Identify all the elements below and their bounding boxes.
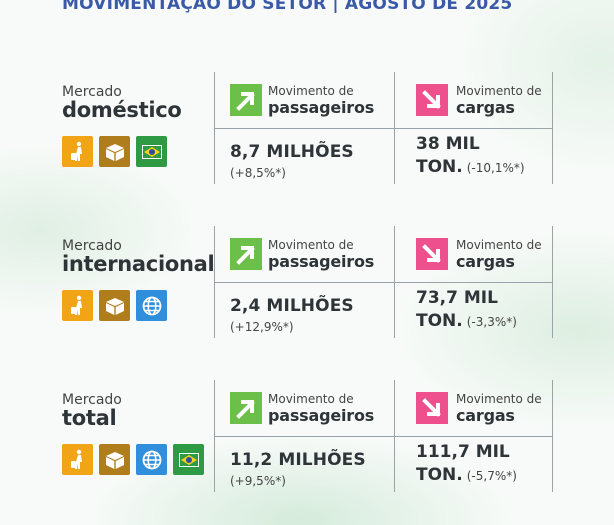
cargo-column: Movimento de cargas 111,7 MIL TON. (-5,7%… [394,380,552,492]
movement-label: Movimento de [268,84,354,98]
arrow-up-icon [230,238,262,270]
divider [214,436,552,437]
cargo-title: cargas [456,406,515,425]
market-label: Mercado [62,84,122,100]
arrow-down-icon [416,238,448,270]
market-icons [62,136,167,167]
brazil-flag-icon [136,136,167,167]
passengers-column: Movimento de passageiros 2,4 MILHÕES (+1… [214,226,394,338]
cargo-column: Movimento de cargas 73,7 MIL TON. (-3,3%*… [394,226,552,338]
arrow-up-icon [230,84,262,116]
passengers-column: Movimento de passageiros 8,7 MILHÕES (+8… [214,72,394,184]
passengers-title: passageiros [268,406,375,425]
passengers-value: 2,4 MILHÕES [230,296,354,316]
cargo-change: (-3,3%*) [466,315,517,329]
divider [214,282,552,283]
market-icons [62,290,167,321]
movement-label: Movimento de [268,392,354,406]
section-total: Mercado total Movimento de passageiros 1… [0,380,614,500]
arrow-down-icon [416,84,448,116]
market-label: Mercado [62,392,122,408]
cargo-unit-line: TON. (-10,1%*) [416,157,525,177]
passengers-change: (+9,5%*) [230,474,286,488]
cargo-unit: TON. [416,465,463,485]
market-icons [62,444,204,475]
divider [552,226,553,338]
passengers-value: 8,7 MILHÕES [230,142,354,162]
movement-label: Movimento de [268,238,354,252]
cargo-change: (-5,7%*) [466,469,517,483]
brazil-flag-icon [173,444,204,475]
passengers-column: Movimento de passageiros 11,2 MILHÕES (+… [214,380,394,492]
market-name: internacional [62,252,215,276]
divider [552,72,553,184]
arrow-up-icon [230,392,262,424]
page-header: MOVIMENTAÇÃO DO SETOR | AGOSTO DE 2025 [62,0,513,14]
cargo-unit: TON. [416,311,463,331]
cargo-title: cargas [456,98,515,117]
globe-icon [136,290,167,321]
passengers-value: 11,2 MILHÕES [230,450,366,470]
passenger-icon [62,290,93,321]
cargo-change: (-10,1%*) [466,161,525,175]
cargo-box-icon [99,290,130,321]
section-domestic: Mercado doméstico Movimento de passageir… [0,72,614,192]
passenger-icon [62,444,93,475]
cargo-unit-line: TON. (-3,3%*) [416,311,517,331]
arrow-down-icon [416,392,448,424]
cargo-value: 111,7 MIL [416,442,510,462]
passengers-title: passageiros [268,252,375,271]
passengers-title: passageiros [268,98,375,117]
globe-icon [136,444,167,475]
cargo-unit-line: TON. (-5,7%*) [416,465,517,485]
movement-label: Movimento de [456,84,542,98]
cargo-unit: TON. [416,157,463,177]
cargo-box-icon [99,444,130,475]
passenger-icon [62,136,93,167]
divider [214,128,552,129]
cargo-title: cargas [456,252,515,271]
market-label: Mercado [62,238,122,254]
cargo-value: 73,7 MIL [416,288,498,308]
passengers-change: (+12,9%*) [230,320,294,334]
cargo-column: Movimento de cargas 38 MIL TON. (-10,1%*) [394,72,552,184]
market-name: doméstico [62,98,182,122]
market-name: total [62,406,117,430]
movement-label: Movimento de [456,392,542,406]
divider [552,380,553,492]
movement-label: Movimento de [456,238,542,252]
cargo-box-icon [99,136,130,167]
section-international: Mercado internacional Movimento de passa… [0,226,614,346]
passengers-change: (+8,5%*) [230,166,286,180]
cargo-value: 38 MIL [416,134,480,154]
